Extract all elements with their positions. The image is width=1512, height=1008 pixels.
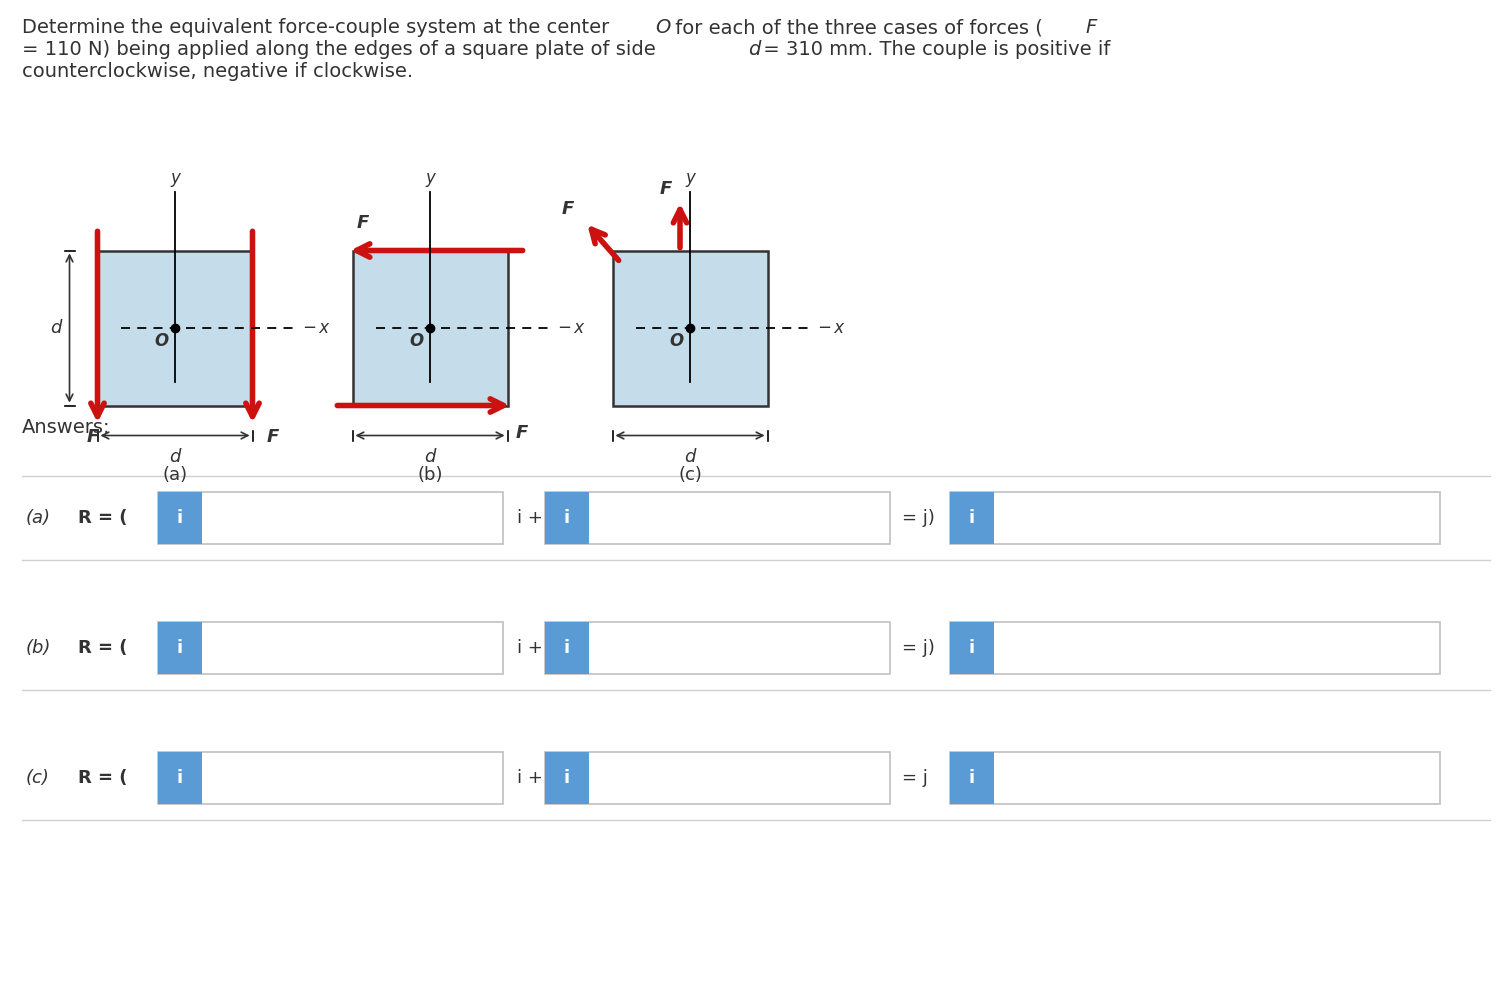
Bar: [612, 251, 768, 405]
Text: R = (: R = (: [79, 769, 127, 787]
Text: i: i: [564, 509, 570, 527]
Text: y: y: [685, 169, 696, 186]
Text: R = (: R = (: [79, 639, 127, 657]
Text: counterclockwise, negative if clockwise.: counterclockwise, negative if clockwise.: [23, 62, 413, 81]
Text: i: i: [969, 769, 975, 787]
Bar: [157, 622, 203, 674]
Text: (c): (c): [26, 769, 50, 787]
Text: d: d: [425, 448, 435, 466]
Text: = j): = j): [903, 509, 934, 527]
Bar: [544, 622, 590, 674]
Text: = 310 mm. The couple is positive if: = 310 mm. The couple is positive if: [758, 40, 1110, 59]
Text: ─ x: ─ x: [304, 319, 328, 337]
Text: y: y: [425, 169, 435, 186]
Text: = j: = j: [903, 769, 928, 787]
Text: (a): (a): [26, 509, 50, 527]
Text: O: O: [655, 18, 670, 37]
Text: ─ x: ─ x: [558, 319, 584, 337]
Text: Determine the equivalent force-couple system at the center: Determine the equivalent force-couple sy…: [23, 18, 615, 37]
Text: i: i: [969, 509, 975, 527]
Text: ─ x: ─ x: [818, 319, 844, 337]
Bar: [544, 622, 891, 674]
Text: F: F: [516, 423, 528, 442]
Text: d: d: [50, 319, 62, 337]
Text: F: F: [1086, 18, 1096, 37]
Text: F: F: [561, 201, 573, 219]
Text: i +: i +: [517, 509, 543, 527]
Text: O: O: [154, 332, 168, 350]
Bar: [157, 752, 503, 804]
Text: d: d: [748, 40, 761, 59]
Bar: [157, 492, 503, 544]
Text: (a): (a): [162, 466, 187, 484]
Text: O: O: [408, 332, 423, 350]
Text: (b): (b): [26, 639, 51, 657]
Text: i: i: [177, 639, 183, 657]
Text: = j): = j): [903, 639, 934, 657]
Text: i: i: [177, 769, 183, 787]
Bar: [950, 752, 993, 804]
Text: i: i: [969, 639, 975, 657]
Text: (b): (b): [417, 466, 443, 484]
Bar: [950, 492, 993, 544]
Text: (c): (c): [677, 466, 702, 484]
Text: i +: i +: [517, 639, 543, 657]
Text: i +: i +: [517, 769, 543, 787]
Text: i: i: [564, 769, 570, 787]
Text: i: i: [564, 639, 570, 657]
Text: for each of the three cases of forces (: for each of the three cases of forces (: [668, 18, 1043, 37]
Bar: [544, 752, 590, 804]
Bar: [157, 492, 203, 544]
Text: F: F: [659, 180, 671, 199]
Bar: [157, 752, 203, 804]
Bar: [950, 622, 1439, 674]
Text: F: F: [266, 428, 278, 447]
Text: O: O: [668, 332, 683, 350]
Text: y: y: [169, 169, 180, 186]
Text: = 110 N) being applied along the edges of a square plate of side: = 110 N) being applied along the edges o…: [23, 40, 662, 59]
Text: d: d: [685, 448, 696, 466]
Text: Answers:: Answers:: [23, 418, 110, 437]
Text: d: d: [169, 448, 181, 466]
Bar: [950, 492, 1439, 544]
Text: i: i: [177, 509, 183, 527]
Bar: [544, 492, 891, 544]
Bar: [544, 492, 590, 544]
Bar: [157, 622, 503, 674]
Bar: [950, 752, 1439, 804]
Text: F: F: [86, 428, 98, 447]
Bar: [97, 251, 253, 405]
Text: F: F: [357, 215, 369, 233]
Bar: [544, 752, 891, 804]
Bar: [352, 251, 508, 405]
Text: R = (: R = (: [79, 509, 127, 527]
Bar: [950, 622, 993, 674]
